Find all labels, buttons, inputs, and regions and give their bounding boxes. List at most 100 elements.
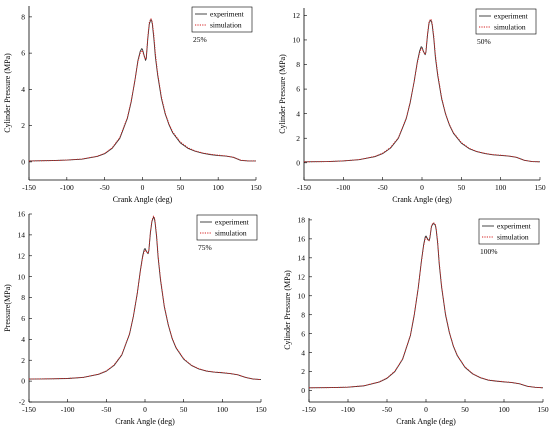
legend-label-simulation: simulation (215, 229, 247, 238)
legend-label-experiment: experiment (210, 10, 245, 19)
x-tick-label: -100 (341, 405, 355, 414)
series-line-experiment (308, 223, 544, 389)
legend-label-simulation: simulation (497, 233, 529, 242)
load-annotation: 25% (193, 35, 207, 44)
chart-100-percent: -150 -100 -50 0 50 100 150 0 2 4 6 8 10 12 14 16 18 Crank… (283, 215, 549, 426)
x-axis-label: Crank Angle (deg) (396, 417, 456, 426)
y-tick-label: 0 (21, 157, 25, 166)
y-tick-label: 2 (21, 356, 25, 365)
chart-75-percent: -150 -100 -50 0 50 100 150 -2 0 2 4 6 8 10 12 14 16 Crank… (3, 210, 267, 426)
y-tick-label: 10 (18, 272, 26, 281)
legend: experiment simulation (196, 214, 258, 241)
y-axis-label: Cylinder Pressure (MPa) (278, 54, 287, 134)
legend-box (196, 214, 258, 241)
series-line-experiment (28, 19, 256, 162)
y-tick-label: 10 (293, 36, 301, 45)
x-tick-label: 50 (461, 405, 469, 414)
y-axis-label: Pressure(MPa) (3, 284, 12, 332)
y-tick-label: 2 (296, 134, 300, 143)
load-annotation: 100% (480, 247, 498, 256)
y-tick-label: 4 (21, 335, 25, 344)
x-tick-label: -150 (302, 405, 316, 414)
x-tick-label: -50 (382, 405, 392, 414)
series-line-simulation (28, 215, 262, 380)
y-tick-label: -2 (19, 398, 25, 407)
series-line-experiment (28, 216, 262, 380)
x-axis-label: Crank Angle (deg) (113, 195, 173, 204)
y-tick-label: 8 (296, 60, 300, 69)
y-tick-label: 8 (301, 310, 305, 319)
x-tick-label: 100 (498, 405, 510, 414)
legend-label-experiment: experiment (494, 12, 529, 21)
legend: experiment simulation (475, 8, 537, 35)
legend-label-experiment: experiment (497, 222, 532, 231)
y-tick-label: 10 (298, 291, 306, 300)
x-tick-label: -50 (100, 183, 110, 192)
y-tick-label: 12 (18, 251, 26, 260)
x-tick-label: 150 (534, 183, 546, 192)
legend-box (475, 8, 537, 35)
y-tick-label: 8 (21, 293, 25, 302)
y-tick-label: 0 (296, 158, 300, 167)
load-annotation: 75% (198, 243, 212, 252)
x-tick-label: 50 (177, 183, 185, 192)
legend-box (191, 6, 253, 33)
y-tick-label: 14 (18, 230, 26, 239)
chart-25-percent: -150 -100 -50 0 50 100 150 0 2 4 6 8 Crank Angle (de… (3, 6, 262, 204)
x-tick-label: -50 (378, 183, 388, 192)
x-tick-label: 50 (458, 183, 466, 192)
series-line-simulation (303, 18, 541, 163)
series-line-experiment (303, 19, 541, 163)
x-tick-label: -100 (60, 183, 74, 192)
x-tick-label: 150 (250, 183, 262, 192)
x-tick-label: 150 (537, 405, 549, 414)
y-tick-label: 16 (18, 210, 26, 219)
x-tick-label: 100 (213, 183, 225, 192)
legend-label-simulation: simulation (494, 23, 526, 32)
x-tick-label: -50 (101, 405, 111, 414)
y-tick-label: 12 (298, 272, 306, 281)
y-tick-label: 12 (293, 11, 301, 20)
x-tick-label: 150 (255, 405, 267, 414)
x-axis-label: Crank Angle (deg) (392, 195, 452, 204)
y-tick-label: 2 (301, 367, 305, 376)
y-tick-label: 2 (21, 121, 25, 130)
y-tick-label: 6 (21, 314, 25, 323)
series-line-simulation (308, 222, 544, 389)
legend: experiment simulation (478, 218, 540, 245)
series-line-simulation (28, 18, 256, 162)
load-annotation: 50% (477, 37, 491, 46)
x-tick-label: -100 (336, 183, 350, 192)
legend-label-simulation: simulation (210, 21, 242, 30)
y-tick-label: 18 (298, 215, 306, 224)
y-tick-label: 0 (301, 386, 305, 395)
x-tick-label: 0 (424, 405, 428, 414)
x-tick-label: -150 (22, 183, 36, 192)
y-tick-label: 14 (298, 253, 306, 262)
y-tick-label: 4 (296, 109, 300, 118)
x-tick-label: 0 (420, 183, 424, 192)
x-axis-label: Crank Angle (deg) (115, 417, 175, 426)
y-axis-label: Cylinder Pressure (MPa) (283, 270, 292, 350)
x-tick-label: -150 (22, 405, 36, 414)
x-tick-label: 100 (495, 183, 507, 192)
legend-box (478, 218, 540, 245)
y-tick-label: 6 (301, 329, 305, 338)
y-axis-label: Cylinder Pressure (MPa) (3, 53, 12, 133)
y-tick-label: 8 (21, 12, 25, 21)
x-tick-label: -150 (297, 183, 311, 192)
y-tick-label: 4 (301, 348, 305, 357)
x-tick-label: 0 (141, 183, 145, 192)
x-tick-label: 0 (143, 405, 147, 414)
x-tick-label: 100 (217, 405, 229, 414)
y-tick-label: 16 (298, 234, 306, 243)
y-tick-label: 0 (21, 377, 25, 386)
x-tick-label: -100 (61, 405, 75, 414)
legend: experiment simulation (191, 6, 253, 33)
chart-50-percent: -150 -100 -50 0 50 100 150 0 2 4 6 8 10 12 Crank Angle… (278, 8, 546, 204)
x-tick-label: 50 (180, 405, 188, 414)
y-tick-label: 4 (21, 85, 25, 94)
y-tick-label: 6 (21, 49, 25, 58)
legend-label-experiment: experiment (215, 218, 250, 227)
